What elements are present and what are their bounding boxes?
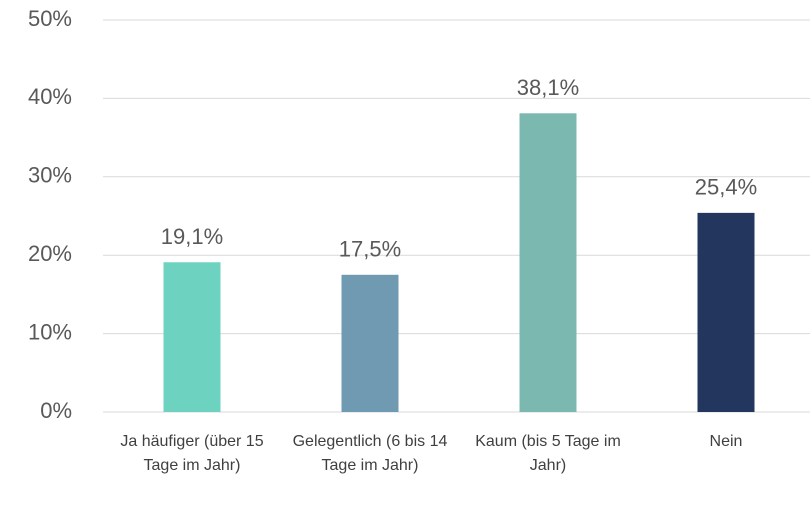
x-tick-label: Kaum (bis 5 Tage im Jahr)	[475, 433, 621, 474]
bar	[163, 262, 221, 412]
data-label: 38,1%	[517, 75, 579, 100]
bar	[697, 212, 755, 412]
y-tick-label: 20%	[28, 241, 72, 266]
data-label: 19,1%	[161, 224, 223, 249]
x-tick-label: Ja häufiger (über 15 Tage im Jahr)	[120, 433, 264, 474]
x-tick-label: Nein	[709, 433, 743, 450]
y-tick-label: 40%	[28, 84, 72, 109]
y-tick-label: 30%	[28, 163, 72, 188]
bar	[341, 274, 399, 412]
data-label: 17,5%	[339, 237, 401, 262]
y-tick-label: 0%	[40, 398, 72, 423]
y-tick-label: 50%	[28, 6, 72, 31]
y-tick-label: 10%	[28, 319, 72, 344]
data-label: 25,4%	[695, 175, 757, 200]
bar	[519, 113, 577, 413]
x-tick-label: Gelegentlich (6 bis 14 Tage im Jahr)	[292, 433, 448, 474]
